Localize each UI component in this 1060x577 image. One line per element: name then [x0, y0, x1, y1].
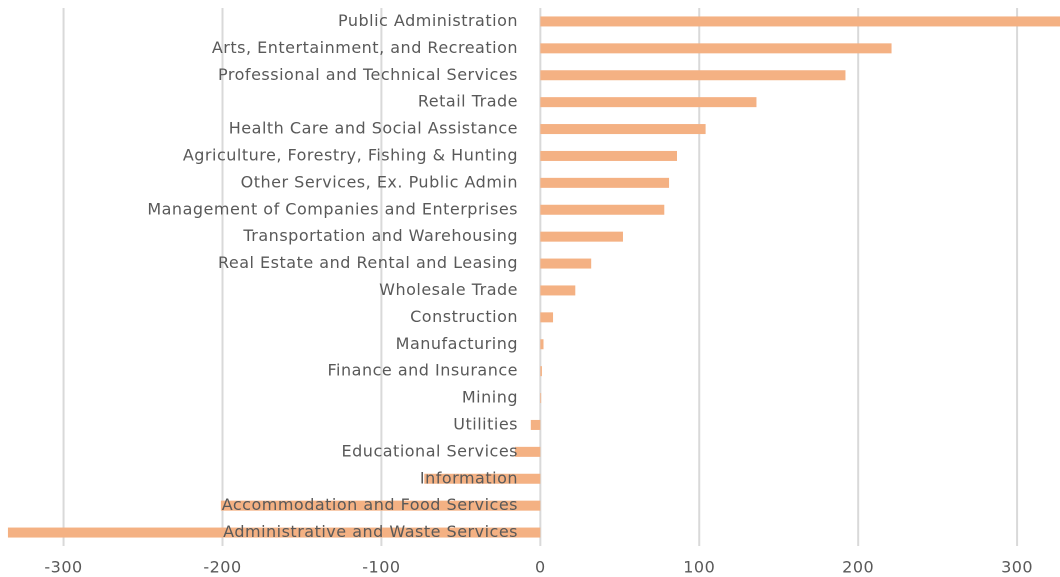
x-tick-label: 300: [1001, 558, 1033, 577]
bar: [540, 366, 542, 377]
bar: [540, 339, 544, 350]
y-tick-label: Real Estate and Rental and Leasing: [218, 253, 518, 272]
y-tick-label: Management of Companies and Enterprises: [147, 199, 518, 218]
x-tick-label: -300: [44, 558, 82, 577]
bar: [540, 285, 576, 296]
y-tick-label: Wholesale Trade: [379, 280, 518, 299]
y-tick-label: Health Care and Social Assistance: [229, 119, 518, 138]
bar: [530, 419, 541, 430]
bar: [540, 231, 623, 242]
bar: [540, 150, 678, 161]
y-tick-label: Other Services, Ex. Public Admin: [241, 172, 518, 191]
y-tick-label: Public Administration: [338, 11, 518, 30]
y-tick-label: Educational Services: [342, 441, 518, 460]
bar: [540, 177, 670, 188]
bar: [540, 16, 1060, 27]
y-tick-label: Professional and Technical Services: [218, 65, 518, 84]
bar: [540, 258, 592, 269]
y-tick-label: Manufacturing: [396, 334, 518, 353]
y-tick-label: Utilities: [453, 414, 518, 433]
y-tick-label: Accommodation and Food Services: [222, 495, 518, 514]
x-tick-label: 200: [842, 558, 874, 577]
bar: [540, 97, 757, 108]
x-tick-label: -100: [362, 558, 400, 577]
bar: [540, 393, 542, 404]
bar: [514, 446, 541, 457]
x-tick-label: 100: [683, 558, 715, 577]
y-tick-label: Information: [420, 468, 518, 487]
bar: [540, 312, 554, 323]
y-tick-label: Administrative and Waste Services: [223, 522, 518, 541]
x-tick-label: -200: [203, 558, 241, 577]
y-tick-label: Construction: [410, 307, 518, 326]
bar: [540, 70, 846, 81]
y-tick-label: Arts, Entertainment, and Recreation: [212, 38, 518, 57]
bar: [220, 500, 541, 511]
y-tick-label: Agriculture, Forestry, Fishing & Hunting: [183, 145, 518, 164]
y-tick-label: Transportation and Warehousing: [242, 226, 518, 245]
y-tick-label: Retail Trade: [418, 92, 518, 111]
bar: [540, 43, 892, 54]
y-tick-label: Finance and Insurance: [328, 361, 518, 380]
bar: [7, 527, 541, 538]
bar: [424, 473, 541, 484]
bar: [540, 124, 706, 135]
y-tick-label: Mining: [462, 388, 518, 407]
x-tick-label: 0: [535, 558, 546, 577]
bar: [540, 204, 665, 215]
